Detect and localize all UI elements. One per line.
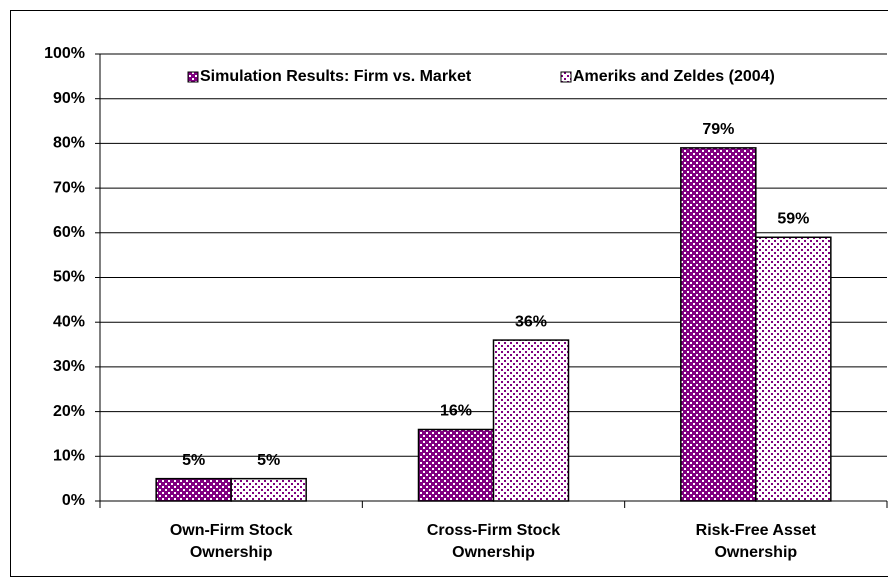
y-tick-label: 100% [44,45,85,62]
y-tick-label: 0% [62,492,85,509]
legend-label: Simulation Results: Firm vs. Market [200,68,472,85]
y-tick-label: 40% [53,313,85,330]
legend-swatch [187,71,199,83]
bar [417,428,495,502]
y-tick-label: 50% [53,269,85,286]
x-tick-label: Cross-Firm Stock Ownership [426,522,561,561]
y-tick-label: 90% [53,90,85,107]
y-tick-label: 60% [53,224,85,241]
bar [492,339,570,502]
y-tick-label: 20% [53,403,85,420]
data-label: 59% [777,210,809,227]
bar [680,147,757,502]
x-tick-label: Risk-Free Asset Ownership [695,522,816,561]
bar [155,477,232,502]
bar [755,236,832,502]
chart-border [10,10,888,577]
legend-label: Ameriks and Zeldes (2004) [573,68,775,85]
y-tick-label: 30% [53,358,85,375]
x-tick-label: Own-Firm Stock Ownership [169,522,293,561]
data-label: 36% [515,313,547,330]
y-tick-label: 80% [53,135,85,152]
data-label: 79% [702,121,734,138]
data-label: 5% [182,452,205,469]
legend-swatch [560,71,572,83]
bar [230,477,307,502]
y-tick-label: 70% [53,179,85,196]
data-label: 16% [440,403,472,420]
data-label: 5% [257,452,280,469]
y-tick-label: 10% [53,448,85,465]
